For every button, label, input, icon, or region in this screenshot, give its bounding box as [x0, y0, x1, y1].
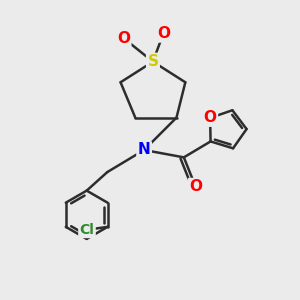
Text: O: O: [189, 179, 202, 194]
Text: N: N: [138, 142, 151, 158]
Text: S: S: [147, 54, 158, 69]
Text: O: O: [204, 110, 217, 125]
Text: Cl: Cl: [80, 223, 94, 237]
Text: O: O: [117, 31, 130, 46]
Text: O: O: [157, 26, 170, 41]
